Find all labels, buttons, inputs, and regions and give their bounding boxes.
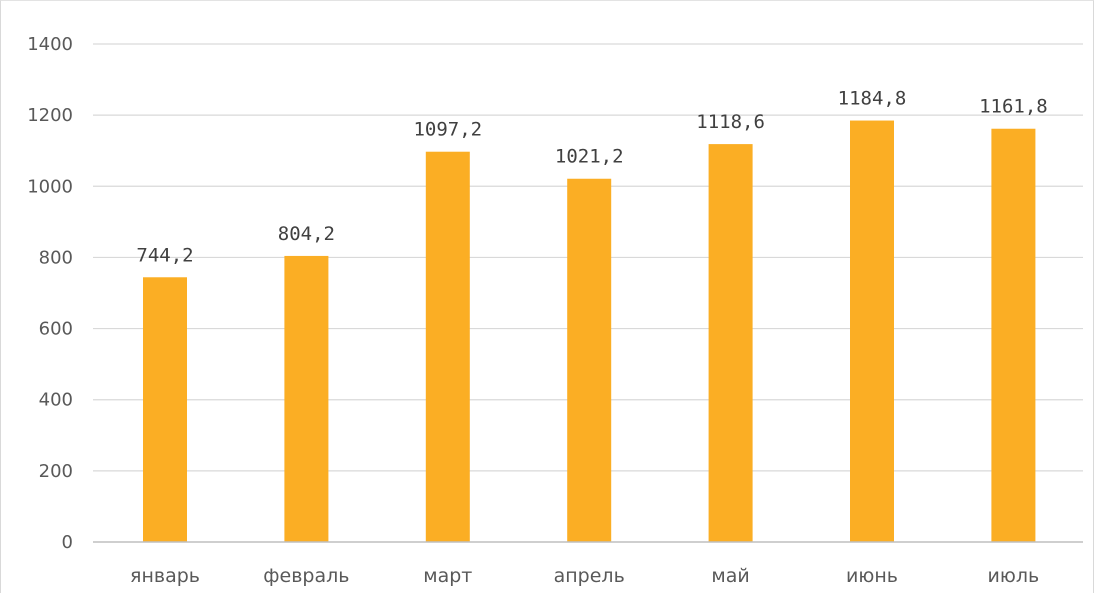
bar-5: [708, 144, 753, 542]
data-labels: 744,2 804,2 1097,2 1021,2 1118,6 1184,8 1161,8: [136, 88, 1047, 267]
y-axis-ticks: 0 200 400 600 800 1000 1200 1400: [27, 34, 73, 553]
bar-3: [425, 151, 470, 543]
bar-6: [850, 120, 894, 542]
bars: [143, 120, 1036, 543]
data-label: 1118,6: [696, 111, 765, 133]
data-label: 1021,2: [555, 146, 624, 168]
x-tick-label: май: [711, 565, 749, 587]
bar-2: [284, 255, 329, 542]
y-tick-label: 1400: [27, 34, 73, 55]
y-tick-label: 1000: [27, 176, 73, 197]
y-tick-label: 0: [62, 532, 73, 553]
data-label: 1161,8: [979, 96, 1048, 118]
y-tick-label: 200: [39, 461, 73, 482]
data-label: 744,2: [136, 244, 193, 266]
data-label: 804,2: [278, 223, 335, 245]
x-tick-label: июль: [988, 565, 1040, 587]
x-tick-label: январь: [130, 565, 200, 587]
x-tick-label: февраль: [263, 565, 349, 587]
y-tick-label: 800: [39, 247, 73, 268]
x-axis-ticks: январь февраль март апрель май июнь июль: [130, 565, 1039, 587]
y-tick-label: 600: [39, 319, 73, 340]
y-tick-label: 400: [39, 390, 73, 411]
data-label: 1097,2: [413, 119, 482, 141]
y-tick-label: 1200: [27, 105, 73, 126]
bar-4: [567, 178, 612, 542]
data-label: 1184,8: [838, 88, 907, 110]
bar-7: [991, 128, 1036, 542]
x-tick-label: апрель: [554, 565, 625, 587]
x-tick-label: июнь: [846, 565, 898, 587]
x-tick-label: март: [423, 565, 472, 587]
bar-1: [143, 277, 187, 542]
